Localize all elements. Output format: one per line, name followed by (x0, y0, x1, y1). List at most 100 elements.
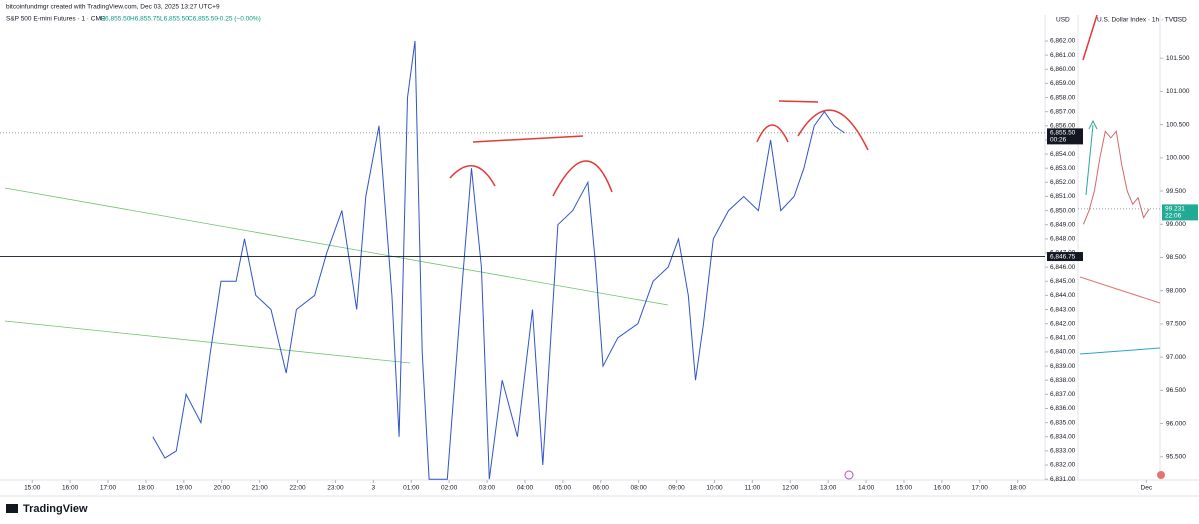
y-tick-label: 6,848.00 (1050, 236, 1076, 243)
y-tick-label: 98.000 (1166, 287, 1186, 294)
y-tick-label: 6,843.00 (1050, 306, 1076, 313)
y-tick-label: 6,856.00 (1050, 123, 1076, 130)
x-tick-label: 16:00 (934, 485, 951, 492)
x-tick-label: 19:00 (176, 485, 193, 492)
y-tick-label: 6,836.00 (1050, 405, 1076, 412)
y-tick-label: 96.500 (1166, 387, 1186, 394)
y-tick-label: 6,831.00 (1050, 476, 1076, 483)
x-tick-label: 20:00 (214, 485, 231, 492)
y-tick-label: 6,851.00 (1050, 193, 1076, 200)
y-tick-label: 6,845.00 (1050, 278, 1076, 285)
x-tick-label: 06:00 (593, 485, 610, 492)
symbol: S&P 500 E-mini Futures · 1 · CME (6, 16, 106, 23)
y-tick-label: 6,837.00 (1050, 391, 1076, 398)
y-tick-label: 98.500 (1166, 254, 1186, 261)
price-tag (1047, 252, 1083, 262)
x-tick-label: 10:00 (706, 485, 723, 492)
ohlc-close: C6,855.50 (188, 16, 218, 23)
y-tick-label: 6,854.00 (1050, 151, 1076, 158)
x-tick-label: 17:00 (100, 485, 117, 492)
event-icon (844, 470, 854, 480)
y-tick-label: 6,859.00 (1050, 80, 1076, 87)
y-tick-label: 6,858.00 (1050, 94, 1076, 101)
x-tick-label: 13:00 (820, 485, 837, 492)
x-tick-label: 15:00 (24, 485, 41, 492)
price-tag (1162, 204, 1198, 221)
x-tick-label: 09:00 (668, 485, 685, 492)
trend-line (1079, 276, 1161, 304)
ohlc-low: L6,855.50 (160, 16, 189, 23)
y-tick-label: 97.000 (1166, 354, 1186, 361)
y-tick-label: 6,860.00 (1050, 66, 1076, 73)
x-tick-label: 15:00 (896, 485, 913, 492)
y-tick-label: 96.000 (1166, 420, 1186, 427)
y-tick-label: 6,844.00 (1050, 292, 1076, 299)
y-tick-label: 6,833.00 (1050, 448, 1076, 455)
ohlc-high: H6,855.75 (130, 16, 160, 23)
x-tick-label: 18:00 (1010, 485, 1027, 492)
x-tick-label: 05:00 (555, 485, 572, 492)
ohlc-open: O6,855.50 (100, 16, 131, 23)
x-tick-label: 08:00 (631, 485, 648, 492)
y-tick-label: 101.500 (1166, 55, 1190, 62)
x-tick-label: 04:00 (517, 485, 534, 492)
trend-line (1079, 347, 1161, 355)
y-tick-label: 6,838.00 (1050, 377, 1076, 384)
x-tick-label: 01:00 (403, 485, 420, 492)
x-tick-label: 17:00 (972, 485, 989, 492)
y-tick-label: 6,846.00 (1050, 264, 1076, 271)
y-tick-label: 6,862.00 (1050, 38, 1076, 45)
currency: USD (1173, 17, 1187, 24)
price-tag-label: 99.231 (1165, 206, 1185, 213)
x-tick-label: 22:00 (289, 485, 306, 492)
line (472, 135, 584, 143)
x-tick-label: 3 (372, 485, 376, 492)
y-tick-label: 6,842.00 (1050, 320, 1076, 327)
countdown: 00:26 (1050, 137, 1067, 144)
countdown: 22:06 (1165, 213, 1182, 220)
y-tick-label: 6,853.00 (1050, 165, 1076, 172)
x-tick-label: 12:00 (782, 485, 799, 492)
y-tick-label: 6,834.00 (1050, 433, 1076, 440)
y-tick-label: 6,849.00 (1050, 221, 1076, 228)
y-tick-label: 97.500 (1166, 321, 1186, 328)
x-tick-label: 18:00 (138, 485, 155, 492)
y-tick-label: 6,840.00 (1050, 349, 1076, 356)
y-tick-label: 6,839.00 (1050, 363, 1076, 370)
y-tick-label: 100.500 (1166, 121, 1190, 128)
y-tick-label: 6,852.00 (1050, 179, 1076, 186)
price-line (152, 40, 845, 480)
x-tick-label: Dec (1141, 485, 1153, 492)
drawings (449, 14, 1098, 197)
price-tag-label: 6,855.50 (1050, 130, 1076, 137)
line (1082, 14, 1098, 61)
y-tick-label: 6,861.00 (1050, 52, 1076, 59)
y-tick-label: 6,857.00 (1050, 108, 1076, 115)
y-tick-label: 6,832.00 (1050, 462, 1076, 469)
y-tick-label: 99.500 (1166, 188, 1186, 195)
x-tick-label: 14:00 (858, 485, 875, 492)
arc (797, 109, 869, 151)
arc (756, 124, 789, 143)
flag-icon (1157, 471, 1165, 479)
byline: bitcoinfundmgr created with TradingView.… (6, 4, 220, 11)
y-tick-label: 101.000 (1166, 88, 1190, 95)
y-tick-label: 6,850.00 (1050, 207, 1076, 214)
brand: TradingView (23, 503, 88, 515)
y-tick-label: 6,835.00 (1050, 419, 1076, 426)
ohlc-change: −0.25 (−0.00%) (216, 16, 261, 23)
arc (552, 160, 613, 197)
x-tick-label: 02:00 (441, 485, 458, 492)
panel-title: U.S. Dollar Index · 1h · TVC (1097, 17, 1178, 24)
price-tag (1047, 128, 1083, 145)
x-tick-label: 11:00 (744, 485, 760, 492)
arrow (1085, 119, 1098, 196)
currency: USD (1056, 17, 1070, 24)
x-tick-label: 23:00 (327, 485, 344, 492)
y-tick-label: 95.500 (1166, 453, 1186, 460)
trend-line (4, 187, 669, 306)
trend-line (4, 320, 411, 364)
